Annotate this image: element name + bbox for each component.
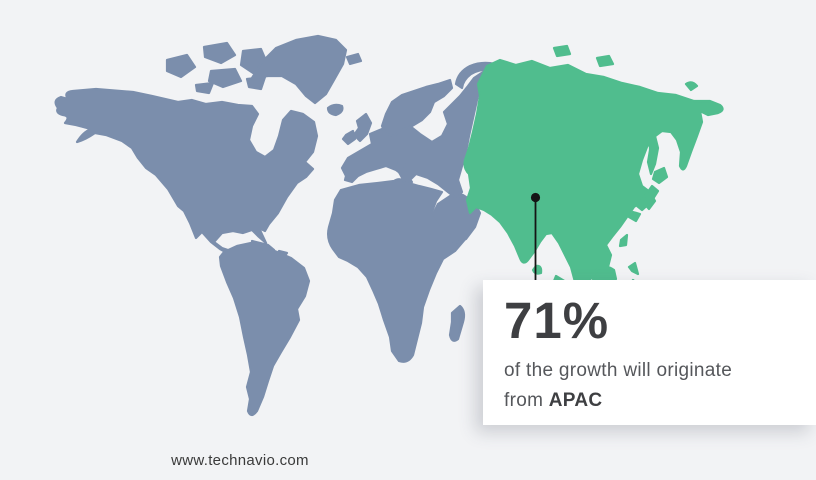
madagascar — [448, 304, 466, 342]
taiwan — [618, 233, 629, 248]
stat-description-prefix: from — [504, 390, 549, 412]
stat-description: of the growth will originate from APAC — [504, 356, 806, 416]
ireland — [341, 129, 357, 146]
sri-lanka — [531, 264, 543, 275]
italy — [393, 158, 414, 187]
united-kingdom — [352, 112, 373, 143]
iceland — [326, 103, 344, 117]
japan — [627, 166, 669, 223]
asia-mainland — [463, 58, 724, 299]
scandinavia — [380, 78, 454, 138]
arctic-archipelago — [165, 41, 269, 95]
footer-url: www.technavio.com — [171, 452, 309, 469]
stat-region-label: APAC — [548, 390, 603, 412]
caribbean-islands — [250, 239, 289, 260]
hainan — [597, 248, 609, 260]
location-marker-dot — [530, 192, 541, 203]
svalbard — [345, 52, 363, 66]
siberian-islands — [552, 44, 699, 92]
greenland — [250, 34, 348, 105]
continent-south-america — [218, 241, 311, 417]
borneo — [594, 265, 618, 281]
sakhalin — [646, 134, 660, 176]
stat-description-line1: of the growth will originate — [504, 360, 733, 381]
continent-north-america — [54, 87, 319, 275]
world-landmass — [54, 34, 497, 417]
stat-value: 71% — [504, 292, 610, 349]
apac-region-highlight — [463, 44, 724, 299]
stat-card: 71% of the growth will originate from AP… — [483, 280, 816, 425]
